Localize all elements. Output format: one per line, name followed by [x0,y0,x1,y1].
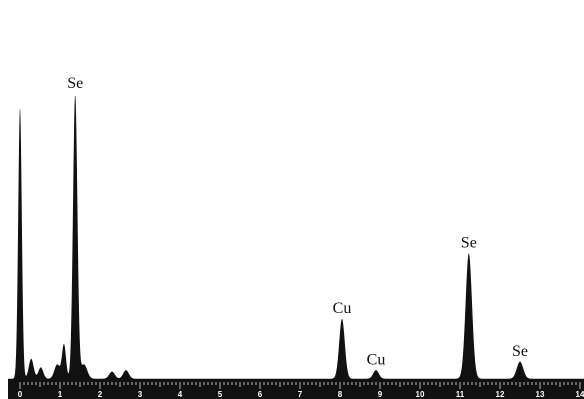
x-axis-minor-ticks [19,382,581,389]
peak-label-se: Se [67,75,83,92]
x-axis-tick-label: 6 [258,390,263,399]
peak-label-se: Se [512,343,528,360]
x-axis-tick-label: 10 [416,390,425,399]
x-axis-tick-label: 9 [378,390,383,399]
peak-label-se: Se [461,235,477,252]
x-axis-tick-label: 3 [138,390,143,399]
peak-labels: Se Cu Cu Se Se [67,75,528,368]
x-axis-tick-label: 11 [456,390,465,399]
peak-label-cu: Cu [333,300,352,317]
x-axis-tick-label: 5 [218,390,223,399]
x-axis-tick-label: 1 [58,390,63,399]
x-axis-tick-label: 13 [536,390,545,399]
peak-label-cu: Cu [367,351,386,368]
x-axis-tick-label: 12 [496,390,505,399]
x-axis-tick-label: 8 [338,390,343,399]
x-axis-tick-label: 7 [298,390,303,399]
x-axis-tick-label: 14 [576,390,584,399]
x-axis-tick-label: 2 [98,390,103,399]
x-axis-tick-label: 0 [18,390,23,399]
x-axis-tick-labels: 0 1 2 3 4 5 6 7 8 9 10 11 12 13 14 [18,390,584,399]
x-axis-tick-label: 4 [178,390,183,399]
